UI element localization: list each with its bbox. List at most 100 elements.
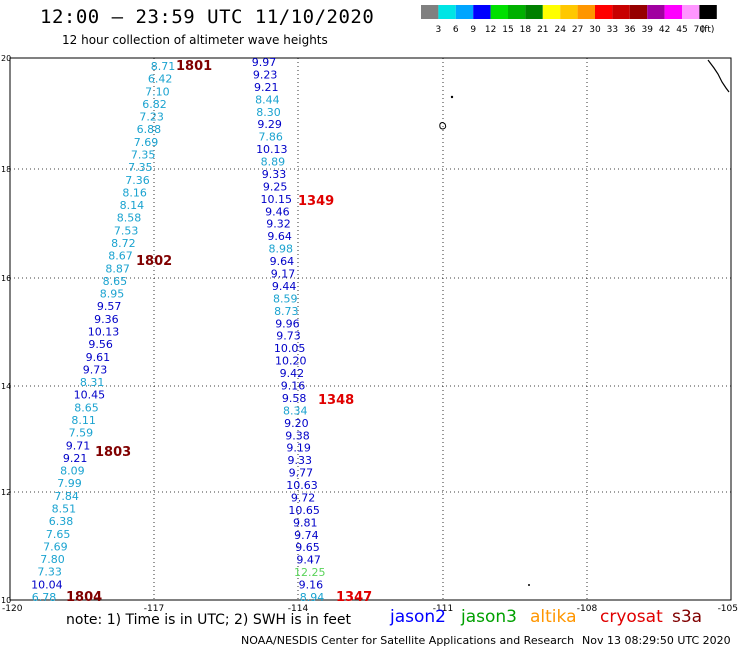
swh-value: 9.36 (94, 313, 119, 326)
swh-value: 7.23 (139, 111, 164, 124)
swh-value: 9.33 (262, 168, 287, 181)
swh-value: 9.58 (282, 392, 307, 405)
y-tick-label: 20 (1, 54, 11, 63)
y-tick-label: 18 (1, 165, 11, 174)
swh-value: 8.11 (71, 414, 96, 427)
x-tick-label: -105 (718, 604, 738, 614)
colorbar-label: 70 (694, 25, 706, 35)
swh-value: 9.21 (254, 81, 279, 94)
swh-value: 7.99 (57, 477, 82, 490)
swh-value: 9.73 (83, 363, 108, 376)
x-tick-label: -114 (288, 604, 309, 614)
colorbar-label: 3 (436, 25, 442, 35)
page-title: 12:00 — 23:59 UTC 11/10/2020 (40, 6, 375, 28)
satellite-legend-jason3: jason3 (461, 607, 517, 627)
colorbar-swatch (595, 5, 613, 19)
satellite-legend-jason2: jason2 (390, 607, 446, 627)
island-san-benedicto (450, 95, 454, 99)
swh-value: 9.64 (270, 255, 295, 268)
swh-value: 7.35 (131, 149, 156, 162)
track-time-label: 1348 (318, 393, 354, 408)
swh-value: 8.87 (105, 262, 130, 275)
swh-value: 9.25 (263, 180, 288, 193)
colorbar-label: 39 (641, 25, 653, 35)
coastline (707, 59, 730, 93)
track-time-label: 1804 (66, 590, 102, 605)
swh-value: 8.95 (100, 288, 125, 301)
color-scale-legend: 3 6 9 12 15 18 21 24 27 30 33 36 39 42 45 70(ft) (421, 5, 717, 35)
footnote: note: 1) Time is in UTC; 2) SWH is in fe… (66, 612, 352, 628)
swh-value: 8.16 (122, 186, 147, 199)
colorbar-label: 9 (470, 25, 476, 35)
swh-value: 9.74 (294, 529, 319, 542)
track-time-label: 1802 (136, 254, 172, 269)
swh-value: 8.31 (80, 376, 105, 389)
swh-value: 6.82 (142, 98, 167, 111)
swh-value: 7.84 (54, 490, 79, 503)
swh-value: 7.86 (258, 131, 283, 144)
swh-value: 9.33 (287, 454, 312, 467)
swh-value: 9.72 (291, 491, 316, 504)
colorbar-swatch (525, 5, 543, 19)
colorbar-label: 6 (453, 25, 459, 35)
colorbar-swatch (577, 5, 595, 19)
colorbar-swatch (542, 5, 561, 19)
generated-timestamp: Nov 13 08:29:50 UTC 2020 (582, 634, 731, 647)
colorbar-label: 15 (502, 25, 513, 35)
swh-value: 9.16 (299, 579, 324, 592)
swh-value: 10.04 (31, 578, 63, 591)
swh-value: 8.30 (256, 106, 281, 119)
y-tick-label: 14 (1, 382, 11, 391)
swh-value: 10.65 (288, 504, 320, 517)
swh-value: 6.42 (148, 73, 173, 86)
swh-value: 8.67 (108, 250, 133, 263)
island-clarion (528, 584, 530, 586)
satellite-legend-cryosat: cryosat (600, 607, 663, 627)
satellite-legend-s3a: s3a (672, 607, 703, 627)
swh-value: 8.73 (274, 305, 299, 318)
swh-value: 10.13 (256, 143, 288, 156)
y-tick-label: 16 (1, 274, 11, 283)
swh-value: 9.42 (280, 367, 305, 380)
swh-value: 9.47 (296, 554, 321, 567)
swh-value: 6.78 (32, 591, 57, 604)
colorbar-swatch (438, 5, 456, 19)
colorbar-swatch (421, 5, 439, 19)
swh-value: 8.94 (300, 591, 325, 604)
swh-value: 8.89 (261, 156, 286, 169)
swh-value: 8.72 (111, 237, 136, 250)
swh-value: 10.05 (274, 342, 306, 355)
colorbar-swatch (560, 5, 578, 19)
swh-value: 6.88 (137, 123, 162, 136)
swh-value: 7.59 (69, 427, 94, 440)
colorbar-label: 27 (572, 25, 583, 35)
swh-value: 7.36 (125, 174, 150, 187)
track-time-label: 1349 (298, 194, 334, 209)
colorbar-label: 45 (676, 25, 687, 35)
x-tick-label: -111 (433, 604, 453, 614)
swh-value: 8.65 (103, 275, 128, 288)
swh-value: 9.71 (66, 439, 91, 452)
track-time-label: 1803 (95, 445, 131, 460)
swh-value: 8.14 (120, 199, 145, 212)
swh-value: 8.44 (255, 93, 280, 106)
colorbar-label: 21 (537, 25, 548, 35)
swh-value: 9.65 (295, 541, 320, 554)
swh-value: 9.29 (257, 118, 282, 131)
colorbar-label: 12 (485, 25, 496, 35)
colorbar-label: 36 (624, 25, 636, 35)
swh-value: 8.34 (283, 404, 308, 417)
x-tick-label: -117 (144, 604, 164, 614)
swh-value: 9.57 (97, 300, 122, 313)
swh-value: 9.19 (286, 442, 311, 455)
swh-value: 8.59 (273, 292, 298, 305)
colorbar-swatch (612, 5, 630, 19)
swh-value: 9.44 (272, 280, 297, 293)
swh-value: 9.64 (267, 230, 292, 243)
swh-value: 7.35 (128, 161, 153, 174)
y-tick-label: 12 (1, 488, 11, 497)
swh-value: 9.73 (276, 330, 301, 343)
island-socorro (439, 122, 447, 130)
swh-value: 8.09 (60, 465, 85, 478)
swh-value: 9.81 (293, 516, 318, 529)
